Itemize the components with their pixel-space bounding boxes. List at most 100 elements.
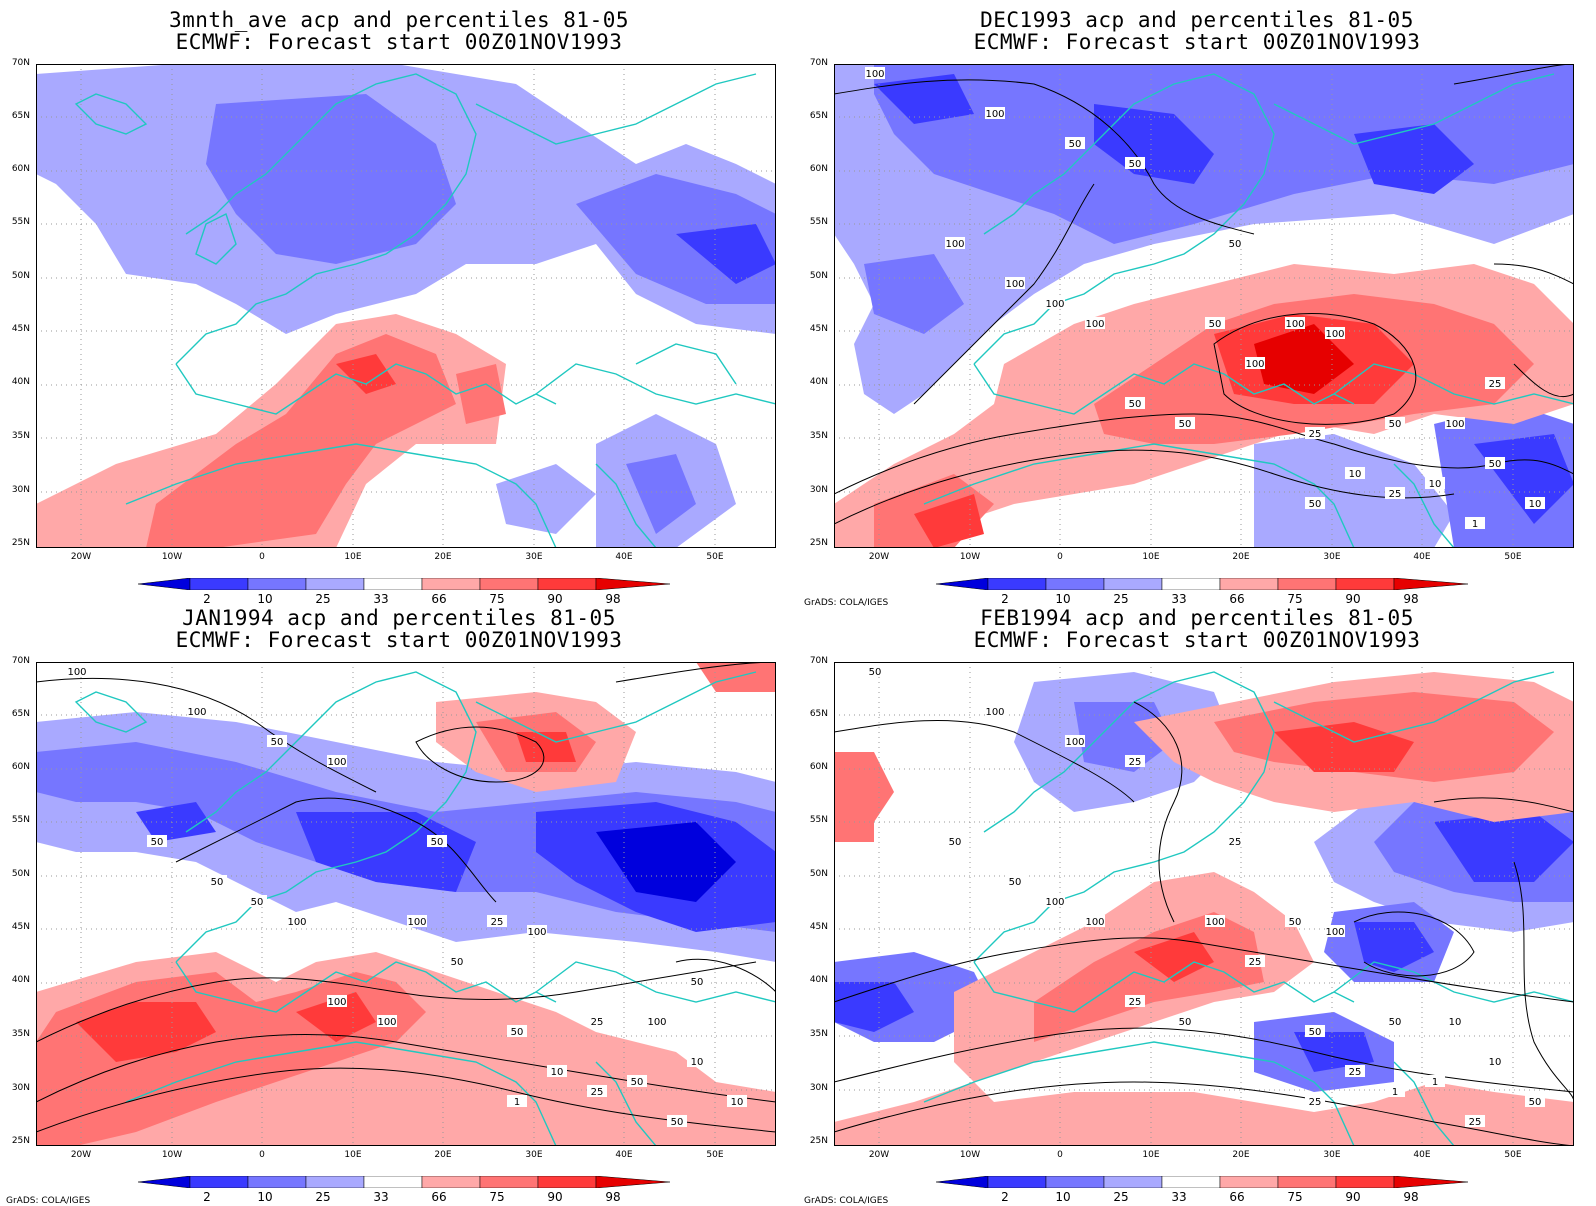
- lat-label: 35N: [11, 1029, 30, 1039]
- colorbar-label: 2: [203, 1190, 211, 1204]
- lon-label: 50E: [706, 552, 724, 562]
- colorbar-label: 33: [373, 1190, 389, 1204]
- contour-label: 50: [151, 837, 164, 848]
- lat-label: 65N: [809, 111, 828, 121]
- lat-label: 55N: [11, 815, 30, 825]
- colorbar-label: 98: [1403, 592, 1419, 606]
- lat-label: 30N: [11, 485, 30, 495]
- colorbar-label: 75: [489, 592, 505, 606]
- colorbar-segment: [305, 1176, 365, 1188]
- colorbar-label: 10: [257, 1190, 273, 1204]
- colorbar-segment: [1161, 578, 1221, 590]
- lon-label: 40E: [1413, 1150, 1431, 1160]
- colorbar-segment: [421, 1176, 481, 1188]
- contour-label: 50: [1179, 419, 1192, 430]
- lon-label: 20E: [1232, 552, 1250, 562]
- colorbar-segment: [987, 1176, 1047, 1188]
- contour-label: 25: [1489, 379, 1502, 390]
- colorbar-segment: [1393, 578, 1468, 590]
- contour-label: 25: [1389, 489, 1402, 500]
- contour-label: 50: [691, 977, 704, 988]
- panel-subtitle: ECMWF: Forecast start 00Z01NOV1993: [175, 30, 623, 54]
- contour-label: 10: [731, 1097, 744, 1108]
- lon-label: 20E: [434, 552, 452, 562]
- contour-label: 25: [1129, 997, 1142, 1008]
- lat-label: 40N: [809, 975, 828, 985]
- lon-label: 0: [259, 552, 265, 562]
- lat-label: 70N: [809, 58, 828, 68]
- colorbar-segment: [1045, 1176, 1105, 1188]
- contour-label: 10: [551, 1067, 564, 1078]
- colorbar-segment: [1277, 1176, 1337, 1188]
- lat-label: 40N: [11, 377, 30, 387]
- contour-label: 100: [647, 1017, 666, 1028]
- contour-label: 100: [407, 917, 426, 928]
- lat-label: 45N: [809, 922, 828, 932]
- lat-label: 60N: [11, 762, 30, 772]
- contour-label: 50: [869, 667, 882, 678]
- colorbar-segment: [595, 1176, 670, 1188]
- grads-credit: GrADS: COLA/IGES: [804, 598, 889, 608]
- lon-label: 10E: [344, 1150, 362, 1160]
- contour-label: 100: [327, 757, 346, 768]
- lon-label: 10E: [1142, 1150, 1160, 1160]
- colorbar-segment: [247, 1176, 307, 1188]
- colorbar-label: 66: [1229, 1190, 1245, 1204]
- lat-label: 50N: [11, 869, 30, 879]
- contour-label: 50: [511, 1027, 524, 1038]
- colorbar-label: 66: [431, 1190, 447, 1204]
- panel-subtitle: ECMWF: Forecast start 00Z01NOV1993: [973, 628, 1421, 652]
- contour-label: 50: [1389, 419, 1402, 430]
- lat-label: 70N: [11, 656, 30, 666]
- contour-label: 1: [514, 1097, 520, 1108]
- contour-label: 50: [1289, 917, 1302, 928]
- contour-label: 25: [591, 1087, 604, 1098]
- lat-label: 55N: [809, 217, 828, 227]
- contour-label: 50: [1129, 159, 1142, 170]
- panel-subtitle: ECMWF: Forecast start 00Z01NOV1993: [973, 30, 1421, 54]
- contour-label: 100: [527, 927, 546, 938]
- contour-label: 50: [1529, 1097, 1542, 1108]
- contour-label: 100: [1005, 279, 1024, 290]
- colorbar-segment: [189, 1176, 249, 1188]
- lat-label: 40N: [809, 377, 828, 387]
- map-panel-jan1994: JAN1994 acp and percentiles 81-05 ECMWF:…: [0, 598, 798, 1206]
- map-svg: 100 100 50 100 50 50 100 50 100 50 25 100 50 100 100 50…: [36, 662, 776, 1146]
- colorbar-label: 33: [1171, 592, 1187, 606]
- colorbar-label: 90: [1345, 1190, 1361, 1204]
- lat-label: 45N: [11, 922, 30, 932]
- contour-label: 100: [327, 997, 346, 1008]
- colorbar-label: 66: [1229, 592, 1245, 606]
- lon-label: 20W: [868, 1150, 890, 1160]
- contour-label: 100: [1045, 897, 1064, 908]
- lon-label: 40E: [615, 552, 633, 562]
- colorbar-label: 25: [315, 592, 331, 606]
- panel-title: 3mnth_ave acp and percentiles 81-05: [168, 8, 629, 32]
- lat-label: 65N: [809, 709, 828, 719]
- contour-label: 50: [451, 957, 464, 968]
- colorbar-label: 90: [1345, 592, 1361, 606]
- lat-label: 25N: [11, 538, 30, 548]
- colorbar-segment: [479, 578, 539, 590]
- contour-label: 25: [1309, 429, 1322, 440]
- colorbar-segment: [1103, 1176, 1163, 1188]
- lat-label: 50N: [809, 271, 828, 281]
- colorbar-label: 98: [1403, 1190, 1419, 1204]
- contour-label: 50: [631, 1077, 644, 1088]
- lat-label: 60N: [11, 164, 30, 174]
- panel-title: DEC1993 acp and percentiles 81-05: [980, 8, 1414, 32]
- lat-label: 45N: [809, 324, 828, 334]
- contour-label: 50: [1179, 1017, 1192, 1028]
- lon-label: 10W: [161, 552, 183, 562]
- colorbar: [936, 578, 1468, 590]
- colorbar-segment: [1219, 578, 1279, 590]
- lat-label: 40N: [11, 975, 30, 985]
- map-svg: [36, 64, 776, 548]
- colorbar-segment: [595, 578, 670, 590]
- lon-label: 0: [259, 1150, 265, 1160]
- lon-label: 20W: [70, 552, 92, 562]
- contour-label: 50: [1229, 239, 1242, 250]
- contour-label: 50: [1209, 319, 1222, 330]
- contour-label: 100: [377, 1017, 396, 1028]
- contour-label: 100: [865, 69, 884, 80]
